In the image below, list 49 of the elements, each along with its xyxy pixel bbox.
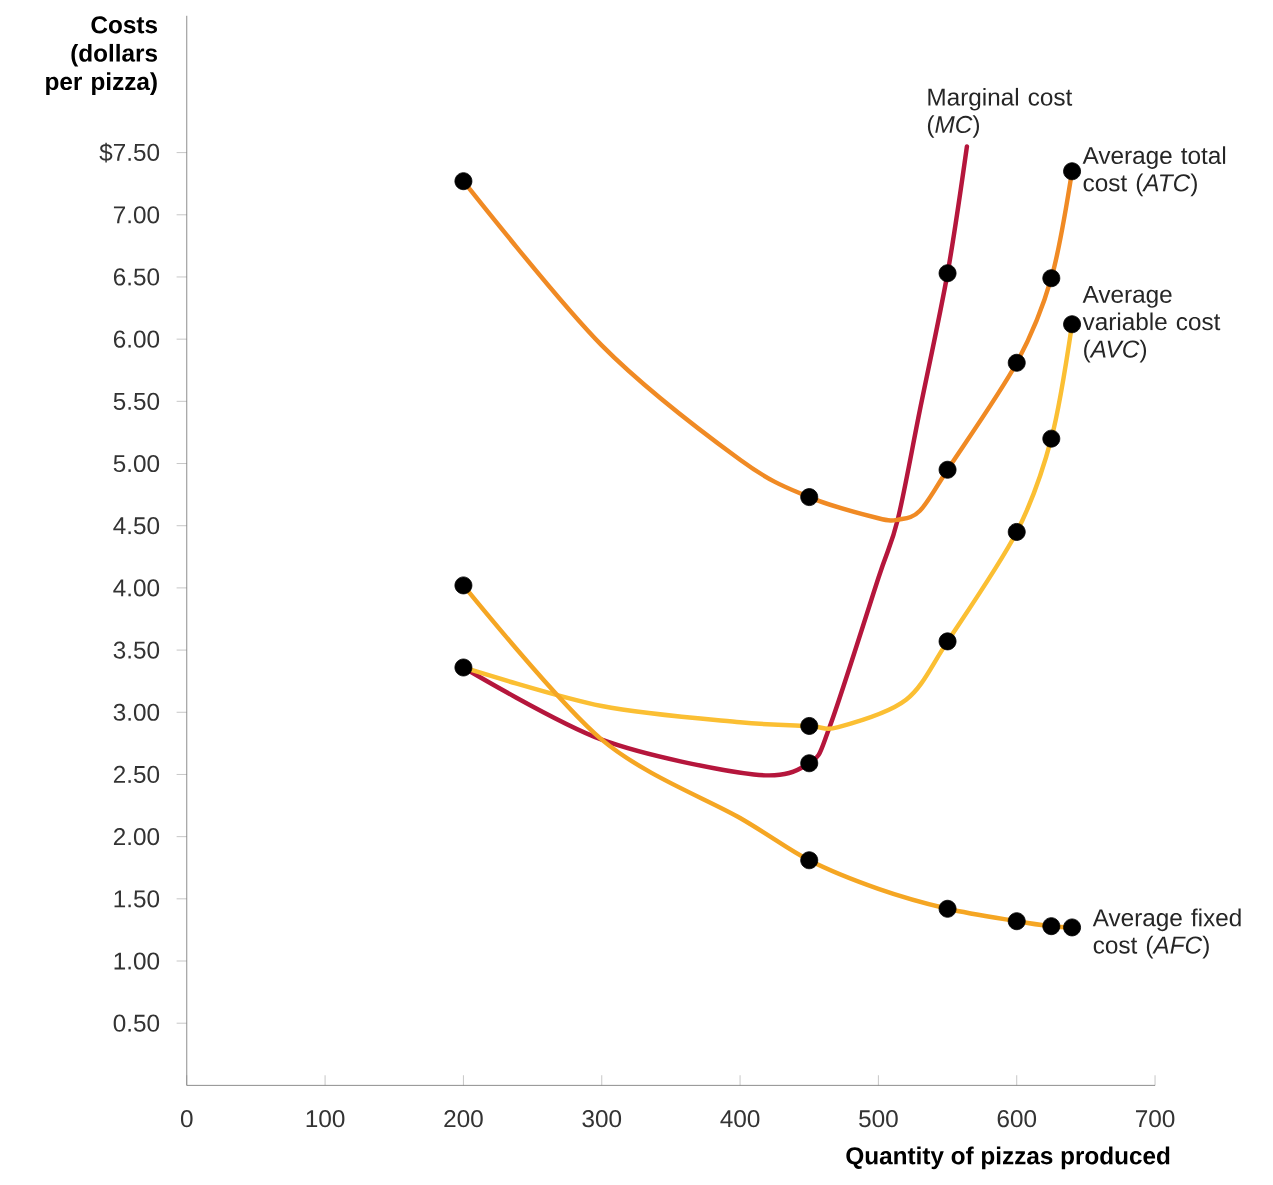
point bbox=[800, 487, 819, 506]
y-tick-label: 6.50 bbox=[113, 268, 160, 286]
x-tick-label: 700 bbox=[1136, 1109, 1175, 1128]
point bbox=[454, 658, 473, 677]
x-tick-label: 300 bbox=[582, 1109, 622, 1128]
point bbox=[938, 632, 957, 651]
y-tick-label: 7.00 bbox=[113, 205, 160, 224]
series-label: Average fixed cost (AFC) bbox=[1092, 908, 1241, 959]
point bbox=[938, 460, 957, 479]
point bbox=[938, 264, 957, 282]
x-tick-label: 100 bbox=[306, 1109, 345, 1128]
point bbox=[800, 851, 819, 869]
y-axis-title: Costs (dollars per pizza) bbox=[46, 16, 158, 95]
series-label: Marginal cost (MC) bbox=[927, 87, 1073, 138]
y-tick-label: 2.50 bbox=[113, 765, 160, 783]
x-axis-title: Quantity of pizzas produced bbox=[846, 1146, 1170, 1170]
point bbox=[1007, 912, 1026, 930]
x-tick-label: 200 bbox=[444, 1109, 483, 1128]
point bbox=[1042, 917, 1061, 935]
point bbox=[800, 716, 819, 735]
y-tick-label: 5.00 bbox=[113, 454, 160, 472]
y-tick-label: 0.50 bbox=[113, 1014, 160, 1032]
x-tick-label: 600 bbox=[997, 1109, 1037, 1128]
point bbox=[1063, 315, 1081, 333]
x-tick-label: 0 bbox=[180, 1109, 193, 1128]
y-tick-label: 3.00 bbox=[113, 703, 160, 721]
point bbox=[800, 754, 819, 772]
point bbox=[1063, 162, 1081, 180]
point bbox=[938, 899, 957, 918]
y-tick-label: 5.50 bbox=[113, 392, 160, 410]
y-tick-label: 4.50 bbox=[113, 516, 160, 535]
point bbox=[1042, 429, 1061, 448]
point bbox=[1063, 918, 1081, 937]
y-tick-label: 1.50 bbox=[114, 890, 160, 908]
y-tick-label: $7.50 bbox=[99, 142, 160, 163]
point bbox=[1042, 269, 1061, 287]
x-tick-label: 400 bbox=[720, 1109, 760, 1128]
series-label: Average variable cost (AVC) bbox=[1082, 285, 1221, 363]
y-tick-label: 1.00 bbox=[114, 952, 160, 970]
series-label: Average total cost (ATC) bbox=[1082, 146, 1226, 197]
y-tick-label: 3.50 bbox=[113, 641, 160, 659]
point bbox=[454, 172, 473, 190]
y-tick-label: 6.00 bbox=[113, 330, 160, 348]
point bbox=[1007, 353, 1026, 372]
point bbox=[1007, 522, 1026, 541]
point bbox=[454, 576, 473, 595]
y-tick-label: 2.00 bbox=[113, 827, 160, 846]
x-tick-label: 500 bbox=[859, 1109, 898, 1128]
y-tick-label: 4.00 bbox=[113, 579, 160, 597]
